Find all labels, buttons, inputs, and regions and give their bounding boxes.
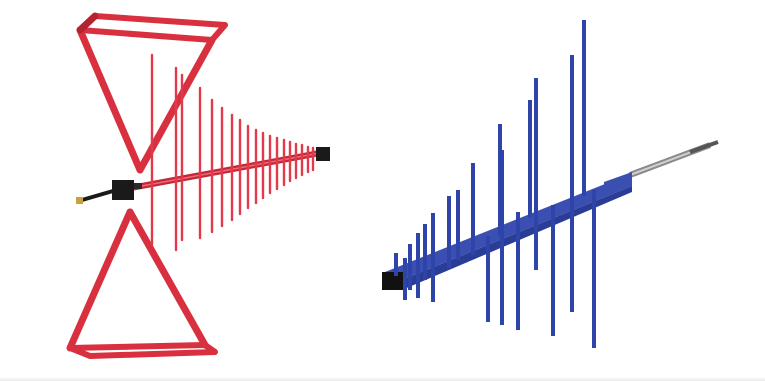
bottom-edge-shade xyxy=(0,377,765,381)
log-periodic-antenna-illustration xyxy=(382,20,719,348)
dipole-elements xyxy=(394,20,596,348)
biconilog-antenna-panel xyxy=(0,0,380,381)
lower-bowtie-element xyxy=(66,208,218,359)
biconilog-antenna-illustration xyxy=(66,12,330,359)
dipole-elements xyxy=(150,53,315,252)
log-periodic-antenna-panel xyxy=(370,0,765,381)
rod-tip xyxy=(689,140,719,154)
feed-connector xyxy=(76,147,330,204)
